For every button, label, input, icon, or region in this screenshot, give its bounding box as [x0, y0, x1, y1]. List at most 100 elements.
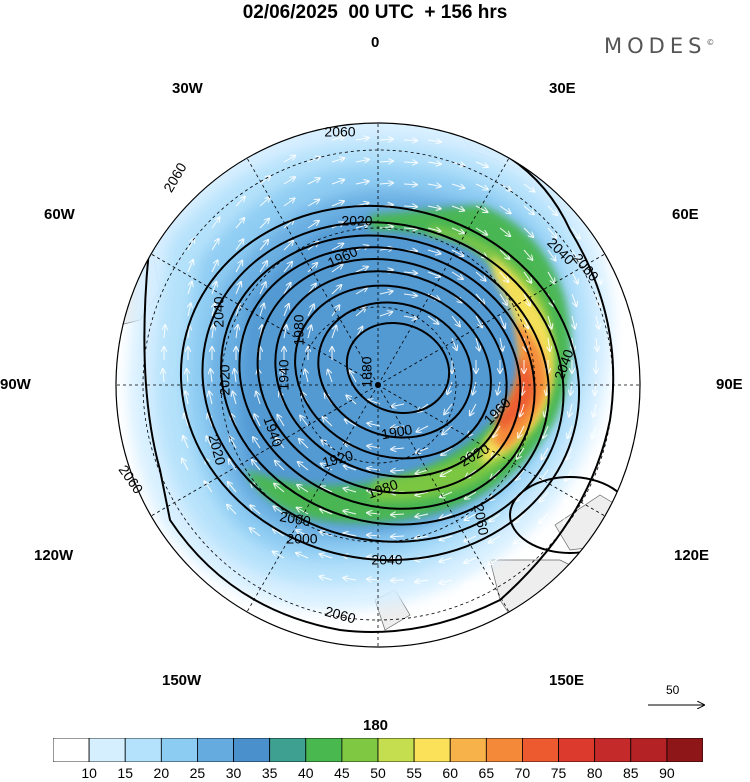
wind-vector: [565, 469, 573, 481]
wind-vector: [403, 294, 417, 296]
wind-vector: [391, 558, 405, 559]
wind-vector: [415, 536, 429, 538]
wind-vector: [235, 261, 242, 273]
wind-vector: [344, 488, 357, 492]
meridian-line: [246, 384, 379, 613]
contour-label: 2000: [278, 508, 312, 529]
wind-vector: [235, 282, 241, 295]
wind-vector: [595, 381, 596, 395]
wind-vector: [379, 291, 393, 294]
wind-vector: [391, 448, 405, 449]
wind-vector: [475, 293, 484, 304]
colorbar-tick-label: 25: [189, 765, 206, 781]
wind-vector: [523, 249, 532, 260]
wind-vector: [547, 205, 557, 215]
land-mass: [489, 559, 640, 647]
wind-vector: [235, 218, 244, 229]
wind-vector: [475, 183, 488, 189]
contour-label: 1920: [321, 447, 355, 471]
colorbar-swatch: [594, 738, 632, 762]
wind-vector: [345, 419, 357, 427]
meridian-line: [377, 384, 606, 517]
wind-vector: [403, 140, 417, 141]
height-contour: [274, 270, 508, 478]
wind-vector: [470, 403, 477, 415]
wind-vector: [620, 315, 623, 329]
wind-vector: [444, 403, 453, 414]
wind-vector: [566, 447, 573, 460]
meridian-line: [246, 157, 379, 386]
wind-vector: [308, 325, 311, 339]
wind-vector: [499, 293, 507, 305]
wind-vector: [307, 263, 317, 273]
wind-vector: [187, 239, 194, 251]
colorbar-swatch: [630, 738, 668, 762]
wind-vector: [466, 447, 477, 457]
contour-label: 2040: [211, 296, 227, 327]
wind-vector: [451, 315, 460, 326]
wind-vector: [523, 205, 534, 214]
wind-vector: [184, 414, 189, 427]
wind-vector: [236, 304, 240, 317]
colorbar-swatch: [269, 738, 307, 762]
wind-vector: [320, 509, 333, 515]
map-border: [115, 122, 641, 648]
wind-vector: [355, 138, 369, 140]
wind-vector: [331, 180, 344, 185]
wind-vector: [475, 227, 487, 235]
contour-label: 2060: [324, 124, 355, 140]
wind-vector: [297, 485, 309, 493]
height-contour: [317, 301, 473, 439]
lon-label-60w: 60W: [44, 206, 75, 223]
wind-vector: [321, 440, 333, 449]
contour-label: 2020: [341, 213, 372, 229]
wind-vector: [416, 425, 429, 432]
wind-vector: [427, 271, 440, 277]
wind-vector: [564, 491, 573, 502]
wind-vector: [547, 249, 556, 261]
colorbar-swatch: [53, 738, 90, 762]
wind-vector: [416, 470, 429, 474]
wind-vector: [204, 482, 213, 493]
wind-vector: [415, 492, 429, 495]
wind-vector: [185, 391, 188, 405]
wind-vector: [596, 315, 599, 329]
wind-vector: [451, 271, 463, 279]
wind-vector: [367, 423, 381, 426]
contour-label: 2020: [217, 364, 233, 395]
wind-vector: [548, 337, 550, 351]
height-contour: [294, 284, 492, 460]
wind-vector: [427, 206, 441, 209]
wind-vector: [259, 282, 266, 295]
wind-vector: [283, 262, 292, 273]
lon-label-150e: 150E: [549, 672, 585, 689]
wind-vector: [379, 139, 393, 140]
wind-vector: [571, 227, 580, 238]
wind-vector: [211, 218, 220, 229]
wind-vector: [228, 482, 237, 493]
colorbar-swatch: [305, 738, 343, 762]
wind-vector: [499, 205, 511, 213]
contour-label: 2040: [371, 552, 402, 568]
wind-vector: [619, 381, 620, 395]
lon-label-90e: 90E: [716, 376, 743, 393]
colorbar-swatch: [124, 738, 162, 762]
wind-vector: [451, 337, 457, 350]
wind-vector: [305, 369, 308, 383]
wind-vector: [282, 369, 285, 383]
colorbar-tick-label: 90: [659, 765, 675, 781]
height-contours: [143, 123, 631, 633]
wind-vector: [403, 316, 417, 319]
wind-vector: [355, 287, 367, 295]
wind-vector: [441, 469, 453, 476]
wind-vector: [427, 140, 441, 142]
wind-vector: [210, 369, 212, 383]
wind-vector: [344, 466, 357, 471]
wind-vector: [211, 260, 218, 273]
wind-vector: [307, 200, 319, 207]
colorbar-tick-label: 65: [478, 765, 495, 781]
brand-logo: MODES©: [604, 34, 714, 58]
wind-vector: [229, 459, 237, 471]
page-title: 02/06/2025 00 UTC + 156 hrs: [242, 2, 508, 23]
